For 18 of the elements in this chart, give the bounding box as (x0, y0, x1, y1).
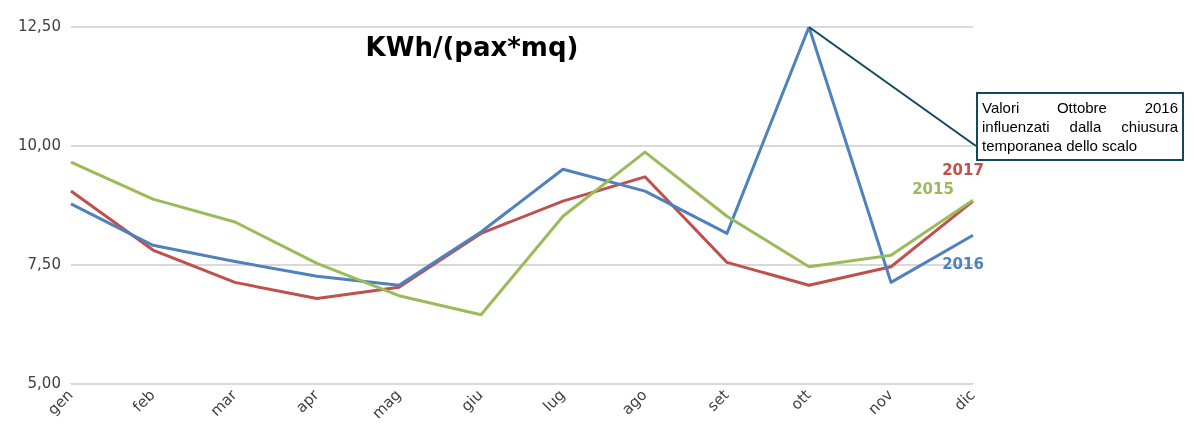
series-label: 2017 (942, 160, 984, 179)
x-tick-label: nov (864, 385, 897, 419)
x-tick-label: set (703, 385, 733, 415)
x-tick-label: lug (539, 385, 569, 416)
y-tick-label: 12,50 (17, 16, 61, 35)
series-label: 2015 (912, 180, 954, 199)
y-tick-label: 5,00 (27, 373, 61, 392)
y-tick-label: 10,00 (17, 135, 61, 154)
x-tick-label: giu (457, 385, 487, 416)
x-tick-label: feb (128, 385, 159, 416)
series-label: 2016 (942, 255, 984, 274)
annotation: Valori Ottobre 2016 influenzati dalla chiusura temporanea dello scalo (976, 92, 1184, 161)
chart-title: KWh/(pax*mq) (365, 31, 579, 62)
x-tick-label: apr (292, 385, 324, 417)
y-tick-label: 7,50 (27, 254, 61, 273)
x-tick-label: ago (618, 385, 651, 419)
x-tick-label: ott (787, 385, 815, 414)
x-tick-label: dic (950, 385, 979, 415)
